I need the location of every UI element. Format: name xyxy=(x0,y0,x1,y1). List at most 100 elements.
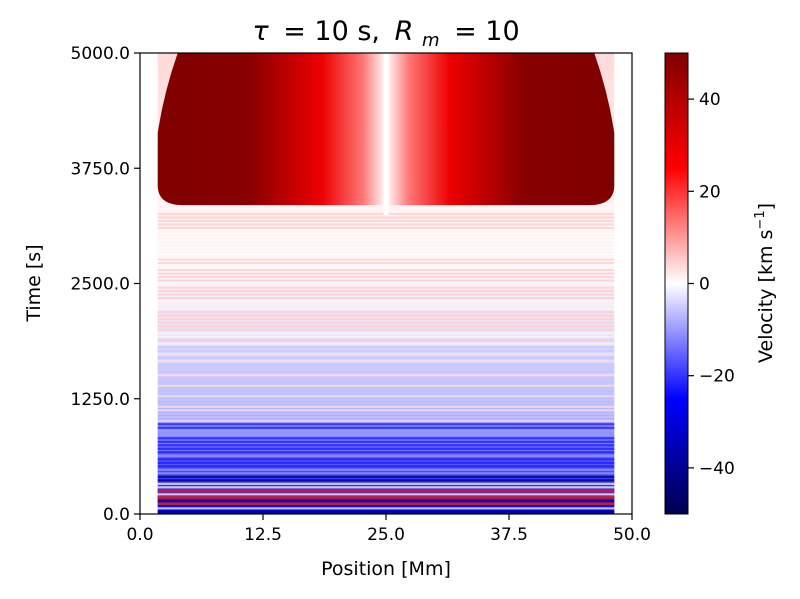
heatmap-stripe xyxy=(157,507,615,510)
heatmap-stripe xyxy=(157,237,615,240)
chart-title: τ = 10 s, R m = 10 xyxy=(252,16,519,53)
heatmap-stripe xyxy=(157,510,615,513)
heatmap-stripe xyxy=(157,458,615,461)
heatmap-stripe xyxy=(157,272,615,275)
heatmap-stripe xyxy=(157,409,615,412)
colorbar-tick-label: −40 xyxy=(699,459,735,479)
colorbar-tick-label: 20 xyxy=(699,182,721,202)
heatmap-stripe xyxy=(157,412,615,415)
heatmap-stripe xyxy=(157,314,615,317)
heatmap-stripe xyxy=(157,367,615,370)
heatmap-stripes xyxy=(157,205,615,513)
heatmap-stripe xyxy=(157,377,615,380)
heatmap-stripe xyxy=(157,349,615,352)
heatmap-stripe xyxy=(157,307,615,310)
heatmap-stripe xyxy=(157,254,615,258)
heatmap-stripe xyxy=(157,251,615,254)
colorbar xyxy=(664,52,689,515)
heatmap-stripe xyxy=(157,447,615,450)
heatmap-stripe xyxy=(157,219,615,223)
heatmap xyxy=(140,53,632,514)
heatmap-stripe xyxy=(157,426,615,429)
colorbar-tick-label: −20 xyxy=(699,367,735,387)
y-tick-label: 0.0 xyxy=(103,505,130,525)
heatmap-stripe xyxy=(157,454,615,457)
heatmap-stripe xyxy=(157,321,615,324)
heatmap-stripe xyxy=(157,440,615,443)
x-tick-label: 12.5 xyxy=(244,525,282,545)
heatmap-stripe xyxy=(157,244,615,247)
heatmap-stripe xyxy=(157,240,615,244)
heatmap-stripe xyxy=(157,374,615,377)
heatmap-stripe xyxy=(157,395,615,398)
x-tick-label: 50.0 xyxy=(613,525,651,545)
heatmap-stripe xyxy=(157,451,615,454)
colorbar-label-suffix: ] xyxy=(755,203,777,210)
colorbar-tick-label: 40 xyxy=(699,90,721,110)
heatmap-stripe xyxy=(157,363,615,366)
heatmap-stripe xyxy=(157,468,615,471)
y-tick-label: 5000.0 xyxy=(71,44,130,64)
heatmap-stripe xyxy=(157,486,615,489)
heatmap-stripe xyxy=(157,472,615,475)
heatmap-stripe xyxy=(157,370,615,373)
heatmap-stripe xyxy=(157,502,615,506)
y-tick-label: 1250.0 xyxy=(71,390,130,410)
heatmap-stripe xyxy=(157,230,615,233)
heatmap-stripe xyxy=(157,419,615,422)
x-tick-label: 37.5 xyxy=(490,525,528,545)
title-tau-symbol: τ xyxy=(252,16,269,47)
colorbar-label: Velocity [km s−1] xyxy=(753,203,777,363)
heatmap-stripe xyxy=(157,283,615,286)
heatmap-stripe xyxy=(157,381,615,384)
title-rm-value: = 10 xyxy=(454,16,520,47)
heatmap-stripe xyxy=(157,342,615,345)
heatmap-stripe xyxy=(157,388,615,391)
heatmap-stripe xyxy=(157,247,615,251)
y-tick-label: 2500.0 xyxy=(71,275,130,295)
title-rm-subscript: m xyxy=(422,30,440,51)
heatmap-stripe xyxy=(157,398,615,401)
x-tick-label: 25.0 xyxy=(367,525,405,545)
colorbar-label-superscript: −1 xyxy=(753,210,768,229)
heatmap-stripe xyxy=(157,269,615,272)
title-rm-symbol: R xyxy=(395,16,414,47)
heatmap-stripe xyxy=(157,265,615,268)
heatmap-stripe xyxy=(157,297,615,300)
heatmap-stripe xyxy=(157,276,615,279)
heatmap-stripe xyxy=(157,223,615,226)
heatmap-stripe xyxy=(157,300,615,303)
heatmap-stripe xyxy=(157,311,615,314)
y-tick-label: 3750.0 xyxy=(71,159,130,179)
heatmap-stripe xyxy=(157,339,615,342)
heatmap-stripe xyxy=(157,416,615,419)
title-tau-value: = 10 s, xyxy=(283,16,380,47)
heatmap-stripe xyxy=(157,423,615,426)
heatmap-stripe xyxy=(157,356,615,359)
heatmap-stripe xyxy=(157,216,615,219)
heatmap-stripe xyxy=(157,465,615,468)
y-axis-label: Time [s] xyxy=(23,244,45,322)
heatmap-stripe xyxy=(157,433,615,436)
heatmap-stripe xyxy=(157,318,615,321)
heatmap-stripe xyxy=(157,489,615,493)
heatmap-stripe xyxy=(157,258,615,261)
heatmap-stripe xyxy=(157,495,615,499)
heatmap-stripe xyxy=(157,360,615,363)
x-axis: 0.0 12.5 25.0 37.5 50.0 xyxy=(126,514,651,545)
heatmap-stripe xyxy=(157,328,615,331)
heatmap-stripe xyxy=(157,290,615,293)
x-axis-label: Position [Mm] xyxy=(321,558,451,580)
heatmap-stripe xyxy=(157,332,615,335)
heatmap-stripe xyxy=(157,430,615,433)
heatmap-stripe xyxy=(157,482,615,485)
heatmap-stripe xyxy=(157,233,615,237)
heatmap-stripe xyxy=(157,304,615,307)
heatmap-stripe xyxy=(157,405,615,408)
heatmap-stripe xyxy=(157,500,615,503)
colorbar-tick-label: 0 xyxy=(699,275,710,295)
heatmap-stripe xyxy=(157,461,615,464)
heatmap-stripe xyxy=(157,325,615,328)
heatmap-stripe xyxy=(157,293,615,296)
